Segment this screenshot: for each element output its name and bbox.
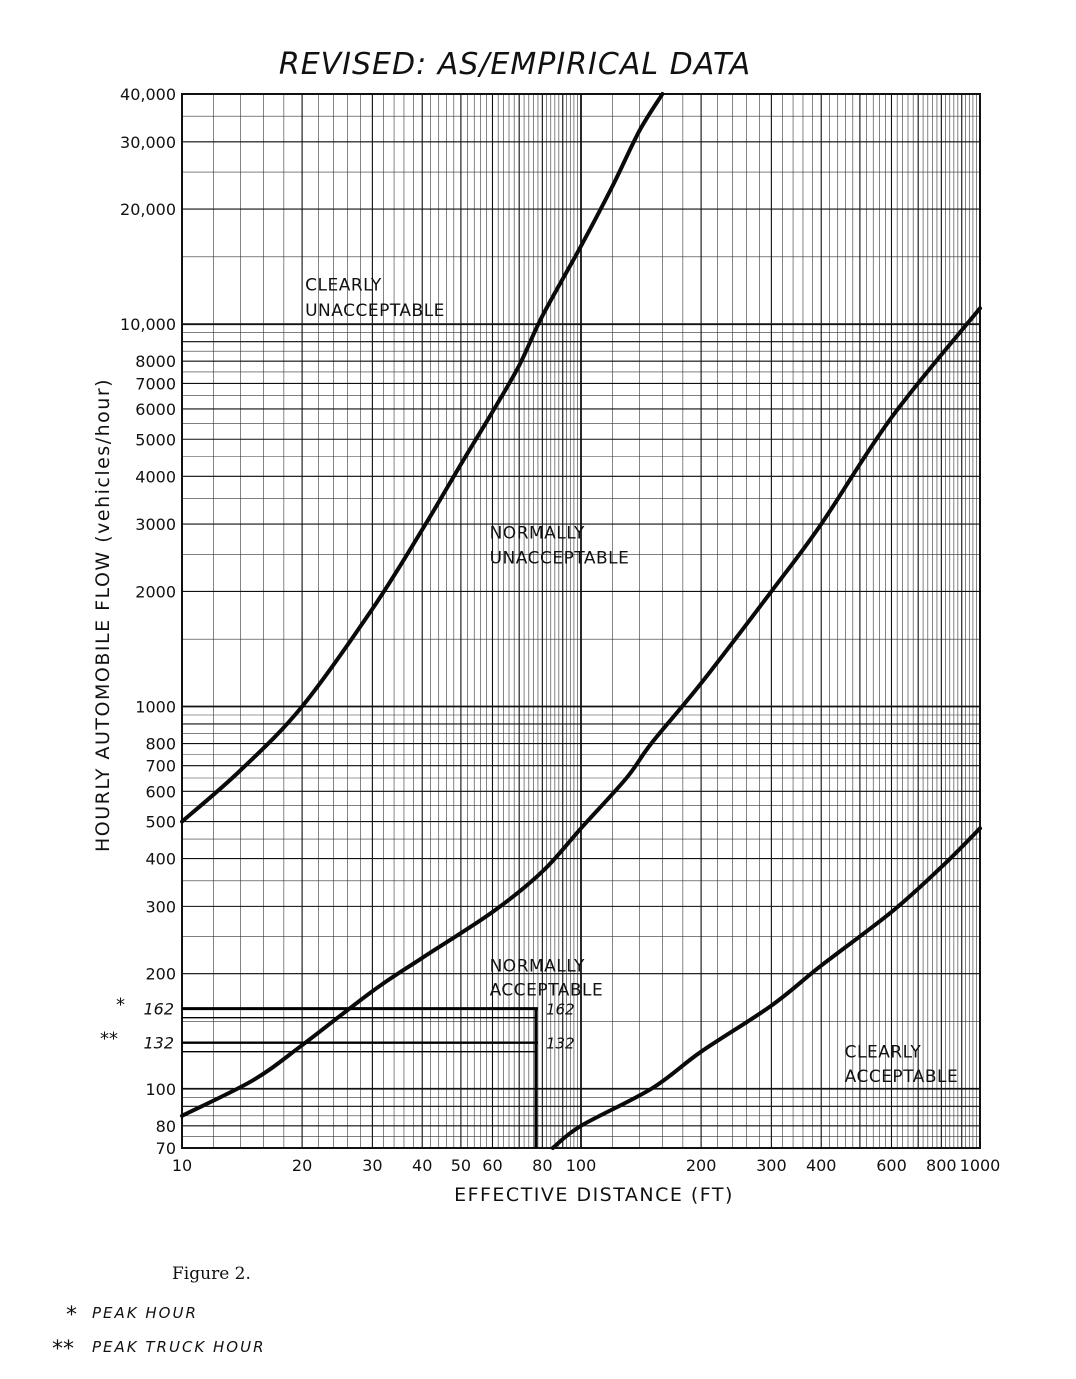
curve-acceptable-boundary <box>550 826 982 1150</box>
x-tick-label: 300 <box>756 1156 787 1175</box>
annotation-title: REVISED: AS/EMPIRICAL DATA <box>279 47 751 82</box>
x-tick-label: 80 <box>532 1156 552 1175</box>
region-label: ACCEPTABLE <box>845 1067 959 1087</box>
y-tick-label: 600 <box>145 782 176 801</box>
region-label: NORMALLY <box>490 957 585 977</box>
y-tick-label: 30,000 <box>120 133 176 152</box>
x-tick-label: 1000 <box>960 1156 1001 1175</box>
reference-outer-label-peak-truck-hour: 132 <box>143 1034 174 1053</box>
y-tick-label: 400 <box>145 850 176 869</box>
reference-label-peak-truck-hour: 132 <box>546 1035 575 1053</box>
y-tick-label: 2000 <box>135 582 176 601</box>
x-tick-label: 400 <box>806 1156 837 1175</box>
x-tick-label: 100 <box>566 1156 597 1175</box>
region-label: CLEARLY <box>305 275 382 295</box>
y-tick-label: 5000 <box>135 430 176 449</box>
grid-major <box>181 93 981 1149</box>
footnote-peak-truck-hour-marker: ** <box>52 1337 74 1362</box>
x-tick-label: 600 <box>876 1156 907 1175</box>
reference-lines: 162 162 * 132 132 ** <box>100 995 575 1148</box>
region-label: NORMALLY <box>490 524 585 544</box>
y-tick-label: 20,000 <box>120 200 176 219</box>
y-tick-label: 100 <box>145 1080 176 1099</box>
y-tick-label: 40,000 <box>120 85 176 104</box>
y-tick-label: 6000 <box>135 400 176 419</box>
x-tick-label: 30 <box>362 1156 382 1175</box>
footnote-peak-hour-marker: * <box>66 1303 77 1328</box>
figure-caption: Figure 2. <box>172 1264 251 1284</box>
region-label: UNACCEPTABLE <box>490 549 630 569</box>
x-tick-label: 50 <box>451 1156 471 1175</box>
boundary-curves <box>180 92 982 1150</box>
region-label: UNACCEPTABLE <box>305 301 445 321</box>
curve-normally-unacceptable-boundary <box>180 306 982 1118</box>
reference-marker-peak-truck-hour: ** <box>100 1029 118 1050</box>
region-labels: CLEARLY UNACCEPTABLE NORMALLY UNACCEPTABLE N… <box>305 275 958 1087</box>
x-tick-labels: 10 20 30 40 50 60 80 100 200 300 400 600 800 1000 <box>172 1156 1001 1175</box>
reference-marker-peak-hour: * <box>116 995 125 1016</box>
curve-unacceptable-boundary <box>180 92 665 824</box>
y-tick-label: 70 <box>156 1139 176 1158</box>
y-tick-labels: 70 80 100 200 300 400 500 600 700 800 1000 2000 3000… <box>120 85 176 1158</box>
x-tick-label: 40 <box>412 1156 432 1175</box>
footnote-peak-truck-hour: PEAK TRUCK HOUR <box>92 1338 266 1356</box>
y-tick-label: 3000 <box>135 515 176 534</box>
y-tick-label: 200 <box>145 965 176 984</box>
y-axis-label: HOURLY AUTOMOBILE FLOW (vehicles/hour) <box>92 378 114 852</box>
x-tick-label: 800 <box>926 1156 957 1175</box>
y-tick-label: 7000 <box>135 374 176 393</box>
x-tick-label: 60 <box>482 1156 502 1175</box>
plot-frame <box>181 93 981 1149</box>
y-tick-label: 4000 <box>135 467 176 486</box>
x-tick-label: 10 <box>172 1156 192 1175</box>
x-axis-label: EFFECTIVE DISTANCE (FT) <box>454 1184 734 1206</box>
reference-outer-label-peak-hour: 162 <box>143 1000 174 1019</box>
x-tick-label: 20 <box>292 1156 312 1175</box>
y-tick-label: 700 <box>145 757 176 776</box>
x-tick-label: 200 <box>686 1156 717 1175</box>
footnote-peak-hour: PEAK HOUR <box>92 1304 198 1322</box>
reference-label-peak-hour: 162 <box>546 1001 575 1019</box>
y-tick-label: 1000 <box>135 697 176 716</box>
y-tick-label: 10,000 <box>120 315 176 334</box>
region-label: CLEARLY <box>845 1043 922 1063</box>
region-label: ACCEPTABLE <box>490 980 604 1000</box>
y-tick-label: 80 <box>156 1117 176 1136</box>
y-tick-label: 500 <box>145 813 176 832</box>
y-tick-label: 8000 <box>135 352 176 371</box>
y-tick-label: 300 <box>145 897 176 916</box>
y-tick-label: 800 <box>145 735 176 754</box>
